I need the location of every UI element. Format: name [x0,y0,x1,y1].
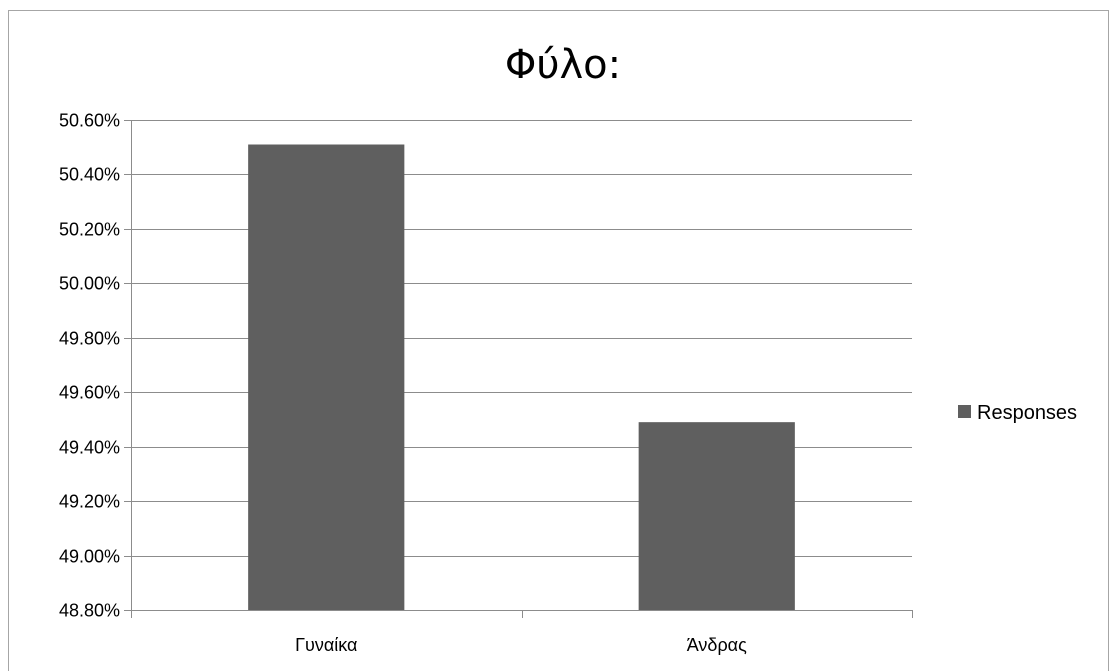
y-tick-label: 49.80% [59,329,120,349]
y-tick-label: 50.20% [59,220,120,240]
y-tick-label: 49.60% [59,383,120,403]
y-tick-label: 49.40% [59,438,120,458]
bar [248,144,405,610]
y-tick-label: 49.20% [59,492,120,512]
label-layer: 48.80% 49.00% 49.20% 49.40% 49.60% 49.80% 50.0… [59,111,747,656]
bar [638,422,795,610]
x-tick-label: Άνδρας [687,635,747,655]
legend: Responses [958,402,1077,424]
y-tick-label: 48.80% [59,601,120,621]
chart-title: Φύλο: [505,42,621,88]
y-tick-label: 49.00% [59,547,120,567]
bar-layer [248,144,795,610]
y-tick-label: 50.60% [59,111,120,131]
y-tick-label: 50.00% [59,274,120,294]
y-tick-label: 50.40% [59,165,120,185]
legend-swatch [958,405,971,418]
x-tick-label: Γυναίκα [295,635,357,655]
axis-layer [124,120,913,618]
legend-label: Responses [977,402,1077,424]
